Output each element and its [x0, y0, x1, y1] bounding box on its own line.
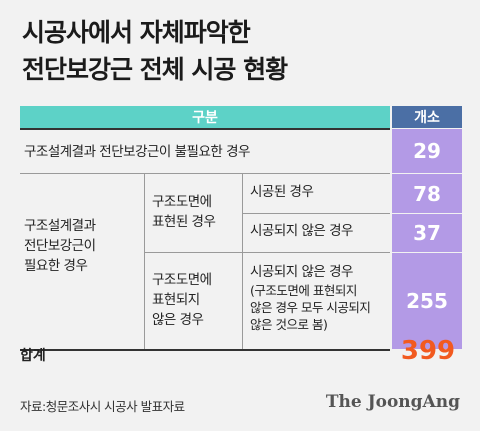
publisher-logo: The JoongAng — [325, 392, 460, 412]
shown-group-line-2: 표현된 경우 — [152, 214, 216, 230]
header-category: 구분 — [20, 106, 390, 128]
not-shown-group-line-3: 않은 경우 — [152, 312, 204, 328]
not-shown-group-line-2: 표현되지 — [152, 292, 200, 308]
divider — [242, 174, 243, 349]
divider — [20, 128, 390, 130]
not-shown-not-built-line-4: 않은 것으로 봄) — [250, 317, 328, 332]
shown-built-label: 시공된 경우 — [250, 184, 314, 200]
page-title: 시공사에서 자체파악한 전단보강근 전체 시공 현황 — [22, 14, 462, 88]
shown-not-built-value: 37 — [392, 214, 462, 252]
divider — [20, 349, 390, 351]
title-line-1: 시공사에서 자체파악한 — [22, 18, 251, 47]
needed-group-line-2: 전단보강근이 — [24, 238, 96, 254]
not-shown-group-line-1: 구조도면에 — [152, 272, 212, 288]
shown-not-built-label: 시공되지 않은 경우 — [250, 223, 353, 239]
total-label: 합계 — [20, 348, 46, 364]
row-not-needed-label: 구조설계결과 전단보강근이 불필요한 경우 — [24, 144, 250, 160]
divider — [20, 173, 390, 174]
not-shown-not-built-line-3: 않은 경우 모두 시공되지 — [250, 300, 371, 315]
shown-group-line-1: 구조도면에 — [152, 194, 212, 210]
status-table: 구분 개소 구조설계결과 전단보강근이 불필요한 경우 29 구조설계결과 전단… — [20, 106, 462, 370]
needed-group-line-3: 필요한 경우 — [24, 258, 88, 274]
needed-group-line-1: 구조설계결과 — [24, 218, 96, 234]
not-shown-not-built-line-2: (구조도면에 표현되지 — [250, 283, 357, 298]
not-shown-not-built-label: 시공되지 않은 경우 (구조도면에 표현되지 않은 경우 모두 시공되지 않은 … — [250, 262, 390, 333]
divider — [144, 174, 145, 349]
not-shown-not-built-line-1: 시공되지 않은 경우 — [250, 264, 353, 280]
divider — [242, 213, 390, 214]
not-shown-group-label: 구조도면에 표현되지 않은 경우 — [152, 270, 242, 330]
divider — [144, 252, 390, 253]
source-note: 자료:청문조사시 시공사 발표자료 — [20, 399, 185, 414]
needed-group-label: 구조설계결과 전단보강근이 필요한 경우 — [24, 216, 144, 276]
title-line-2: 전단보강근 전체 시공 현황 — [22, 55, 288, 84]
not-shown-not-built-value: 255 — [392, 253, 462, 349]
header-count: 개소 — [392, 106, 462, 128]
shown-group-label: 구조도면에 표현된 경우 — [152, 192, 242, 232]
shown-built-value: 78 — [392, 174, 462, 213]
row-not-needed-value: 29 — [392, 129, 462, 173]
total-value: 399 — [400, 336, 456, 366]
